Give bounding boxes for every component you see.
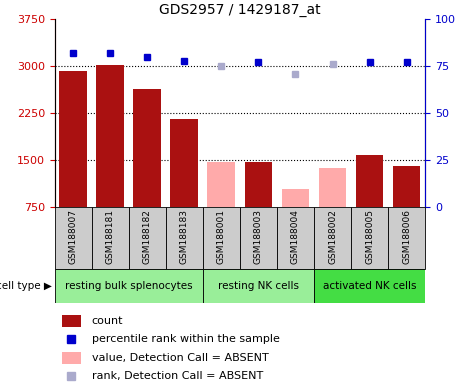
Text: GSM188001: GSM188001 bbox=[217, 209, 226, 264]
Bar bbox=[277, 207, 314, 269]
Bar bbox=[240, 207, 277, 269]
Bar bbox=[92, 207, 129, 269]
Bar bbox=[351, 207, 388, 269]
Text: GSM188181: GSM188181 bbox=[106, 209, 114, 264]
Text: GSM188004: GSM188004 bbox=[291, 209, 300, 264]
Bar bbox=[62, 352, 81, 364]
Bar bbox=[203, 269, 314, 303]
Text: percentile rank within the sample: percentile rank within the sample bbox=[92, 334, 280, 344]
Text: GSM188182: GSM188182 bbox=[143, 209, 152, 264]
Bar bbox=[319, 168, 346, 207]
Title: GDS2957 / 1429187_at: GDS2957 / 1429187_at bbox=[159, 3, 321, 17]
Bar bbox=[62, 315, 81, 327]
Text: resting NK cells: resting NK cells bbox=[218, 281, 299, 291]
Text: resting bulk splenocytes: resting bulk splenocytes bbox=[65, 281, 192, 291]
Bar bbox=[166, 207, 203, 269]
Text: count: count bbox=[92, 316, 123, 326]
Bar bbox=[314, 269, 425, 303]
Bar bbox=[133, 89, 161, 207]
Bar bbox=[393, 166, 420, 207]
Bar bbox=[203, 207, 240, 269]
Bar bbox=[59, 71, 87, 207]
Text: value, Detection Call = ABSENT: value, Detection Call = ABSENT bbox=[92, 353, 268, 363]
Bar bbox=[55, 207, 92, 269]
Bar bbox=[55, 269, 203, 303]
Text: rank, Detection Call = ABSENT: rank, Detection Call = ABSENT bbox=[92, 371, 263, 381]
Text: GSM188183: GSM188183 bbox=[180, 209, 189, 264]
Bar bbox=[171, 119, 198, 207]
Text: GSM188002: GSM188002 bbox=[328, 209, 337, 264]
Bar bbox=[388, 207, 425, 269]
Bar bbox=[96, 65, 124, 207]
Bar bbox=[208, 162, 235, 207]
Text: GSM188007: GSM188007 bbox=[69, 209, 77, 264]
Text: cell type ▶: cell type ▶ bbox=[0, 281, 52, 291]
Bar bbox=[356, 155, 383, 207]
Bar bbox=[282, 189, 309, 207]
Bar bbox=[129, 207, 166, 269]
Bar bbox=[314, 207, 351, 269]
Text: GSM188003: GSM188003 bbox=[254, 209, 263, 264]
Bar bbox=[245, 162, 272, 207]
Text: GSM188006: GSM188006 bbox=[402, 209, 411, 264]
Text: activated NK cells: activated NK cells bbox=[323, 281, 416, 291]
Text: GSM188005: GSM188005 bbox=[365, 209, 374, 264]
